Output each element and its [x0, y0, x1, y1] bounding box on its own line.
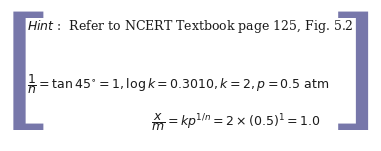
Text: ]: ]: [328, 11, 379, 140]
Text: $\dfrac{x}{m} = kp^{1/n} = 2 \times (0.5)^{1} = 1.0$: $\dfrac{x}{m} = kp^{1/n} = 2 \times (0.5…: [151, 111, 321, 133]
Text: $\mathit{Hint}$ :  Refer to NCERT Textbook page 125, Fig. 5.2: $\mathit{Hint}$ : Refer to NCERT Textboo…: [27, 18, 353, 35]
Text: $\dfrac{1}{n} = \tan 45^{\circ} = 1, \log k = 0.3010, k = 2, p = 0.5\ \mathrm{at: $\dfrac{1}{n} = \tan 45^{\circ} = 1, \lo…: [27, 72, 329, 96]
Text: [: [: [2, 11, 53, 140]
